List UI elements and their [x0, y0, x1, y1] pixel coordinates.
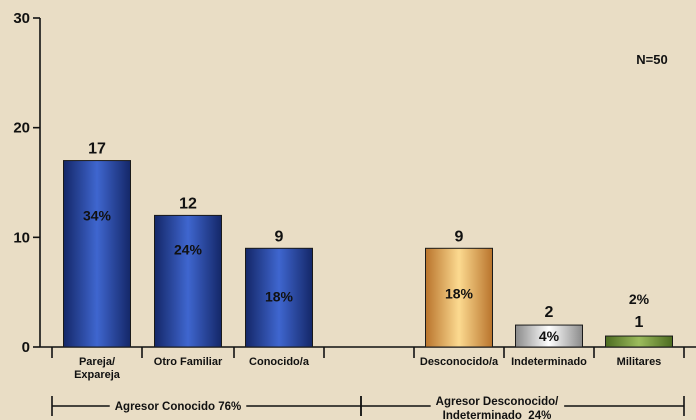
bar-value-label: 12 [179, 195, 197, 212]
bar-percent-label: 34% [83, 208, 112, 224]
bar [245, 247, 313, 348]
group-label-line: Agresor Desconocido/ [436, 396, 559, 408]
category-label: Otro Familiar [154, 356, 223, 368]
bar [515, 324, 583, 348]
category-label: Indeterminado [511, 356, 587, 368]
y-tick-label: 30 [13, 10, 30, 27]
bar [154, 214, 222, 348]
bar-percent-label: 24% [174, 241, 203, 257]
category-label-line: Militares [617, 356, 662, 368]
group-label-line: Indeterminado 24% [443, 410, 552, 420]
bar-value-label: 9 [275, 228, 284, 245]
bar [605, 335, 673, 348]
category-label-line: Expareja [74, 369, 121, 381]
sample-size-annotation: N=50 [636, 52, 667, 67]
bar-value-label: 1 [635, 314, 644, 331]
group-label-background [109, 400, 247, 414]
y-tick-label: 20 [13, 120, 30, 137]
bar-percent-label: 4% [539, 328, 560, 344]
bar-value-label: 9 [455, 228, 464, 245]
category-label-line: Conocido/a [249, 356, 310, 368]
y-tick-label: 10 [13, 229, 30, 246]
category-label: Pareja/Expareja [74, 356, 121, 381]
category-label-line: Desconocido/a [420, 356, 499, 368]
bar-value-label: 2 [545, 304, 554, 321]
bar [63, 160, 131, 348]
category-label: Militares [617, 356, 662, 368]
group-label-background [430, 395, 565, 420]
bar-value-label: 17 [88, 141, 106, 158]
category-label-line: Pareja/ [79, 356, 115, 368]
category-label-line: Indeterminado [511, 356, 587, 368]
group-label: Agresor Desconocido/Indeterminado 24% [436, 396, 559, 420]
category-label-line: Otro Familiar [154, 356, 223, 368]
bar [425, 247, 493, 348]
group-label: Agresor Conocido 76% [115, 401, 242, 413]
y-tick-label: 0 [22, 339, 30, 356]
bar-percent-label: 2% [629, 291, 650, 307]
bar-percent-label: 18% [445, 285, 474, 301]
group-label-line: Agresor Conocido 76% [115, 401, 242, 413]
category-label: Desconocido/a [420, 356, 499, 368]
bar-percent-label: 18% [265, 288, 294, 304]
category-label: Conocido/a [249, 356, 310, 368]
